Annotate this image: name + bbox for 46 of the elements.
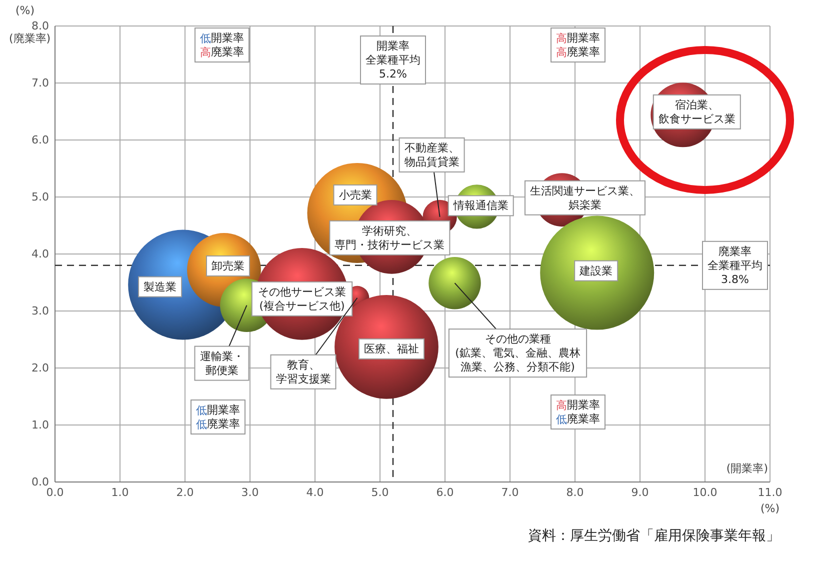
annotation: 建設業 <box>578 264 613 278</box>
annotation: 低開業率低廃業率 <box>196 404 240 430</box>
y-tick-label: 0.0 <box>32 476 49 488</box>
annotation: 不動産業、物品賃貸業 <box>404 141 460 168</box>
annotation: 宿泊業、飲食サービス業 <box>658 98 736 126</box>
annotation: 情報通信業 <box>452 199 508 212</box>
x-tick-label: 9.0 <box>631 486 649 499</box>
x-tick-label: 0.0 <box>46 486 64 499</box>
annotation: 生活関連サービス業、娯楽業 <box>530 184 640 212</box>
annotation: 教育、学習支援業 <box>276 358 331 386</box>
x-tick-label: 2.0 <box>176 486 194 499</box>
x-tick-label: 11.0 <box>758 486 782 499</box>
ref-line-label: 廃業率全業種平均3.8% <box>708 244 762 286</box>
annotation: 高開業率高廃業率 <box>556 32 600 58</box>
y-tick-label: 6.0 <box>32 134 49 146</box>
y-tick-label: 8.0 <box>32 20 49 32</box>
annotation: その他の業種(鉱業、電気、金融、農林漁業、公務、分類不能) <box>455 332 580 374</box>
y-tick-label: 7.0 <box>32 76 49 90</box>
text: (%) <box>15 4 35 17</box>
annotation: 運輸業・郵便業 <box>200 350 244 377</box>
x-tick-label: 5.0 <box>371 486 389 499</box>
annotation: 低開業率高廃業率 <box>200 32 244 58</box>
y-axis-title: (廃業率) <box>9 32 51 45</box>
annotation: 小売業 <box>338 188 372 202</box>
x-axis-title: (開業率) <box>726 462 768 475</box>
annotation: 学術研究、専門・技術サービス業 <box>334 224 445 252</box>
annotation: その他サービス業(複合サービス他) <box>258 285 346 312</box>
x-tick-label: 8.0 <box>566 486 584 499</box>
x-tick-label: 3.0 <box>241 486 259 499</box>
annotation: 卸売業 <box>212 259 244 272</box>
text: (%) <box>760 502 780 515</box>
y-tick-label: 3.0 <box>32 304 49 318</box>
annotation: 製造業 <box>144 280 177 294</box>
text: 資料：厚生労働省「雇用保険事業年報」 <box>528 528 780 544</box>
y-tick-label: 2.0 <box>32 362 49 374</box>
x-tick-label: 1.0 <box>111 486 129 499</box>
x-tick-label: 6.0 <box>436 486 454 499</box>
y-tick-label: 4.0 <box>32 248 49 260</box>
x-tick-label: 7.0 <box>501 486 519 499</box>
annotation: 高開業率低廃業率 <box>556 398 600 426</box>
ref-line-label: 開業率全業種平均5.2% <box>366 40 420 80</box>
x-tick-label: 4.0 <box>306 486 324 499</box>
y-tick-label: 1.0 <box>32 418 49 432</box>
annotation: 医療、福祉 <box>364 342 419 356</box>
y-tick-label: 5.0 <box>32 190 49 204</box>
x-tick-label: 10.0 <box>692 486 718 499</box>
